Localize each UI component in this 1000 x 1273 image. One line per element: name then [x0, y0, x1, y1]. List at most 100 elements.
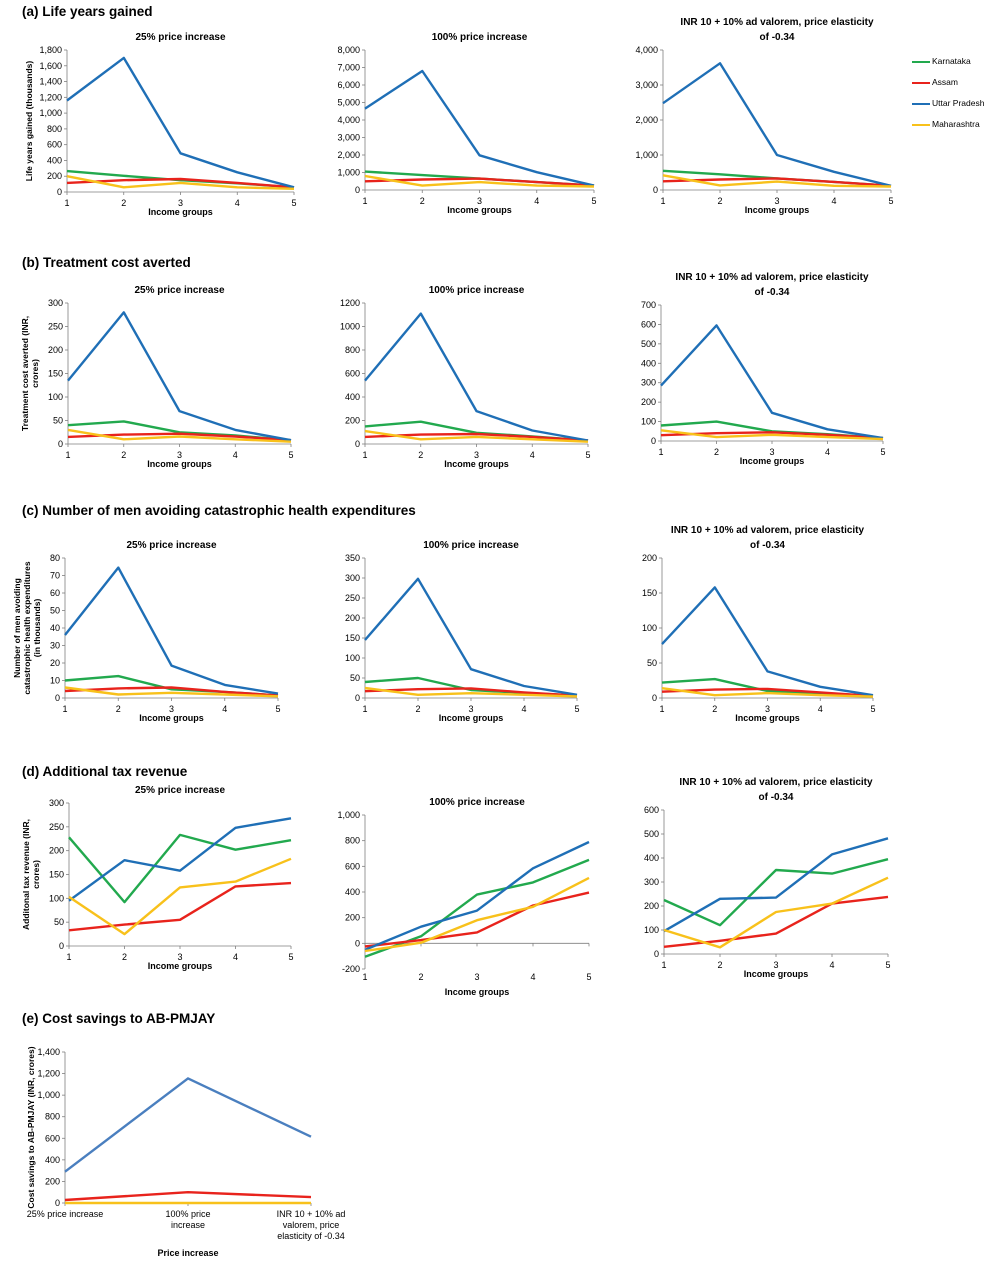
y-tick-label: 50	[53, 416, 63, 426]
x-tick-label: 5	[880, 447, 885, 457]
y-tick-label: 3,000	[635, 80, 658, 90]
x-tick-label: increase	[171, 1220, 205, 1230]
y-tick-label: 400	[641, 358, 656, 368]
x-tick-label: 3	[773, 960, 778, 970]
y-tick-label: 200	[45, 1176, 60, 1186]
y-tick-label: 6,000	[337, 80, 360, 90]
y-tick-label: 150	[48, 369, 63, 379]
y-tick-label: 250	[48, 322, 63, 332]
y-axis-title-line: Number of men avoiding	[12, 578, 22, 678]
x-axis-title: Income groups	[148, 207, 213, 217]
series-line-maharashtra	[364, 429, 589, 443]
legend-item-karnataka: Karnataka	[912, 52, 998, 73]
chart-title: INR 10 + 10% ad valorem, price elasticit…	[671, 525, 865, 536]
series-line-uttar-pradesh	[364, 840, 590, 951]
y-tick-label: 100	[49, 893, 64, 903]
legend-label-karnataka: Karnataka	[932, 56, 971, 66]
x-tick-label: 1	[62, 704, 67, 714]
chart-tax-revenue-100pct: -200 0 200 400 600 800 1,000 1 2 3 4 5 100% price in…	[337, 797, 591, 997]
x-tick-label: 5	[888, 196, 893, 206]
x-axis-title: Income groups	[148, 961, 213, 971]
series-line-uttar-pradesh	[660, 324, 884, 440]
y-tick-label: 100	[642, 623, 657, 633]
y-tick-label: 500	[641, 339, 656, 349]
x-tick-label: 1	[362, 972, 367, 982]
series-line-maharashtra	[66, 175, 295, 190]
x-tick-label: 1	[362, 704, 367, 714]
chart-title: 100% price increase	[429, 285, 525, 296]
x-tick-label: 4	[831, 196, 836, 206]
y-tick-label: 200	[345, 913, 360, 923]
series-line-uttar-pradesh	[64, 1077, 312, 1173]
section-title-d: (d) Additional tax revenue	[22, 764, 188, 779]
y-tick-label: 1,000	[337, 810, 360, 820]
y-tick-label: 150	[345, 633, 360, 643]
x-tick-label: 4	[825, 447, 830, 457]
chart-life-years-inr10: 0 1,000 2,000 3,000 4,000 1 2 3 4 5 INR 10 + 10% a…	[635, 17, 893, 215]
chart-title: 25% price increase	[134, 285, 224, 296]
series-line-assam	[661, 687, 874, 698]
y-tick-label: 1,000	[37, 1090, 60, 1100]
x-tick-label: 1	[661, 960, 666, 970]
y-axis-title: Additonal tax revenue (INR, crores)	[21, 819, 41, 930]
y-tick-label: 400	[345, 392, 360, 402]
x-tick-label: 2	[712, 704, 717, 714]
chart-treatment-cost-inr10: 0 100 200 300 400 500 600 700 1 2 3 4 5 INR 10 + 10% …	[641, 272, 886, 466]
y-tick-label: 0	[653, 185, 658, 195]
series-line-uttar-pradesh	[661, 586, 874, 697]
x-tick-label: 1	[64, 198, 69, 208]
chart-title: 25% price increase	[126, 540, 216, 551]
legend-label-maharashtra: Maharashtra	[932, 119, 980, 129]
series-line-assam	[68, 881, 292, 932]
y-tick-label: 0	[355, 938, 360, 948]
series-line-uttar-pradesh	[67, 311, 292, 442]
series-line-uttar-pradesh	[662, 62, 892, 187]
x-tick-label: 4	[829, 960, 834, 970]
x-tick-label: 4	[530, 972, 535, 982]
y-tick-label: 7,000	[337, 63, 360, 73]
x-tick-label: 25% price increase	[27, 1209, 104, 1219]
x-tick-label: 3	[177, 450, 182, 460]
x-tick-label: elasticity of -0.34	[277, 1231, 345, 1241]
y-axis-title-line: (in thousands)	[32, 599, 42, 658]
y-tick-label: 300	[48, 298, 63, 308]
x-tick-label: 1	[362, 450, 367, 460]
chart-title: 100% price increase	[432, 32, 528, 43]
y-axis-title-line: Cost savings to AB-PMJAY (INR, crores)	[26, 1046, 36, 1208]
series-line-karnataka	[663, 858, 889, 927]
y-tick-label: 200	[345, 613, 360, 623]
x-tick-label: 4	[534, 196, 539, 206]
y-tick-label: 600	[644, 805, 659, 815]
chart-life-years-25pct: 0 200 400 600 800 1,000 1,200 1,400 1,600 1,800 1 2…	[24, 32, 297, 217]
y-tick-label: 4,000	[635, 45, 658, 55]
y-tick-label: 800	[345, 345, 360, 355]
series-line-uttar-pradesh	[66, 56, 295, 189]
x-tick-label: 2	[717, 960, 722, 970]
legend-label-assam: Assam	[932, 77, 958, 87]
series-line-maharashtra	[662, 174, 892, 188]
y-tick-label: 200	[345, 416, 360, 426]
series-line-assam	[364, 891, 590, 948]
series-line-maharashtra	[64, 686, 279, 698]
x-tick-label: 3	[177, 952, 182, 962]
y-tick-label: 100	[641, 417, 656, 427]
y-tick-label: 2,000	[635, 115, 658, 125]
y-tick-label: 0	[651, 436, 656, 446]
y-tick-label: 100	[48, 392, 63, 402]
series-line-maharashtra	[364, 876, 590, 953]
legend-item-uttar-pradesh: Uttar Pradesh	[912, 94, 998, 115]
y-tick-label: 200	[47, 171, 62, 181]
section-title-e: (e) Cost savings to AB-PMJAY	[22, 1011, 216, 1026]
x-axis-title: Income groups	[444, 459, 509, 469]
y-tick-label: 400	[47, 155, 62, 165]
x-tick-label: 5	[585, 450, 590, 460]
chart-title: of -0.34	[754, 287, 789, 298]
y-tick-label: 0	[57, 187, 62, 197]
y-tick-label: 400	[45, 1155, 60, 1165]
y-axis-title-line: crores)	[31, 860, 41, 889]
series-line-uttar-pradesh	[68, 817, 292, 902]
y-tick-label: 1,200	[39, 92, 62, 102]
x-tick-label: 2	[714, 447, 719, 457]
y-tick-label: 2,000	[337, 150, 360, 160]
y-tick-label: 350	[345, 553, 360, 563]
